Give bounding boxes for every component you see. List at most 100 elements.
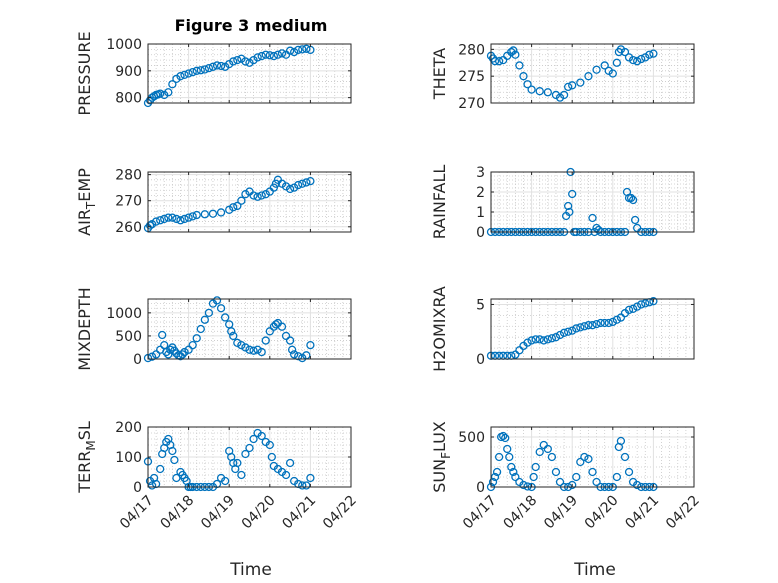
data-point bbox=[592, 477, 601, 487]
data-point bbox=[145, 221, 155, 230]
subplot-2: 260 270 280 AIRTEMP bbox=[75, 168, 352, 236]
data-point bbox=[531, 335, 540, 344]
y-tick-label: 1000 bbox=[106, 37, 142, 53]
y-tick-label: 1000 bbox=[106, 306, 142, 322]
data-point bbox=[265, 51, 274, 60]
data-point bbox=[555, 330, 565, 340]
data-point bbox=[241, 449, 250, 459]
data-point bbox=[494, 452, 504, 462]
data-point bbox=[563, 82, 573, 92]
data-point bbox=[180, 70, 189, 79]
data-point bbox=[285, 336, 295, 345]
data-point bbox=[147, 220, 157, 229]
y-tick-label: 270 bbox=[115, 194, 142, 210]
data-point bbox=[192, 334, 201, 343]
subplot-3: 0 1 2 3 RAINFALL bbox=[430, 165, 695, 241]
data-point bbox=[523, 338, 532, 347]
data-point bbox=[237, 341, 246, 350]
data-point bbox=[287, 345, 297, 354]
data-point bbox=[568, 326, 577, 335]
data-point bbox=[229, 203, 238, 212]
data-point bbox=[519, 72, 528, 81]
data-point bbox=[539, 336, 548, 345]
data-point bbox=[178, 350, 187, 359]
data-point bbox=[596, 318, 605, 328]
data-point bbox=[494, 57, 504, 66]
data-point bbox=[290, 47, 299, 57]
data-point bbox=[294, 180, 303, 190]
data-point bbox=[184, 213, 193, 222]
data-point bbox=[523, 80, 532, 89]
data-point bbox=[509, 46, 518, 55]
data-point bbox=[249, 434, 258, 444]
data-point bbox=[188, 68, 197, 77]
data-point bbox=[164, 213, 173, 222]
data-point bbox=[633, 480, 642, 490]
data-point bbox=[160, 214, 169, 224]
data-point bbox=[156, 89, 165, 98]
data-point bbox=[620, 452, 630, 462]
data-point bbox=[302, 481, 311, 490]
y-tick-label: 500 bbox=[115, 329, 142, 345]
data-point bbox=[220, 313, 230, 322]
y-tick-label: 5 bbox=[476, 297, 485, 313]
data-point bbox=[267, 452, 276, 462]
axes-box bbox=[147, 43, 352, 104]
data-point bbox=[294, 45, 303, 55]
data-point bbox=[306, 473, 315, 483]
data-point bbox=[488, 477, 498, 487]
data-point bbox=[277, 179, 287, 188]
data-point bbox=[151, 217, 161, 226]
data-point bbox=[568, 81, 577, 90]
data-point bbox=[306, 341, 315, 350]
axes-box bbox=[490, 43, 695, 104]
axes-box bbox=[490, 426, 695, 488]
data-point bbox=[277, 49, 287, 58]
data-point bbox=[515, 346, 524, 355]
data-point bbox=[302, 178, 311, 187]
data-point bbox=[298, 45, 307, 54]
data-point bbox=[559, 328, 569, 337]
data-point bbox=[600, 318, 609, 328]
data-point bbox=[604, 318, 613, 328]
axes-box bbox=[490, 171, 695, 233]
data-point bbox=[180, 214, 189, 224]
data-point bbox=[505, 452, 514, 462]
x-tick-label: 04/20 bbox=[582, 493, 622, 533]
y-tick-label: 270 bbox=[458, 96, 485, 112]
data-point bbox=[158, 330, 167, 340]
data-point bbox=[261, 190, 270, 199]
data-point bbox=[555, 477, 565, 487]
subplot-4: 0 500 1000 MIXDEPTH bbox=[75, 287, 352, 371]
data-point bbox=[233, 55, 242, 65]
data-point bbox=[220, 476, 230, 486]
data-point bbox=[285, 184, 295, 194]
y-axis-label: H2OMIXRA bbox=[430, 286, 449, 372]
y-tick-label: 900 bbox=[115, 64, 142, 80]
data-point bbox=[584, 321, 593, 330]
data-point bbox=[192, 66, 201, 75]
data-point bbox=[626, 193, 636, 203]
data-point bbox=[580, 322, 589, 331]
data-point bbox=[257, 191, 266, 200]
data-point bbox=[188, 212, 197, 221]
data-point bbox=[490, 57, 500, 66]
data-point bbox=[535, 87, 544, 96]
data-point bbox=[285, 46, 295, 55]
data-point bbox=[172, 214, 181, 224]
subplot-5: 0 5 H2OMIXRA bbox=[430, 286, 695, 372]
data-point bbox=[527, 336, 536, 345]
y-tick-label: 0 bbox=[476, 352, 485, 368]
data-point bbox=[519, 480, 528, 490]
data-point bbox=[188, 341, 197, 350]
data-point bbox=[245, 345, 254, 354]
data-point bbox=[277, 322, 287, 331]
data-point bbox=[216, 304, 226, 313]
data-point bbox=[527, 85, 536, 94]
data-point bbox=[241, 190, 250, 199]
data-point bbox=[543, 444, 552, 454]
data-point bbox=[257, 431, 266, 441]
y-tick-label: 200 bbox=[115, 420, 142, 436]
data-point bbox=[233, 338, 242, 347]
